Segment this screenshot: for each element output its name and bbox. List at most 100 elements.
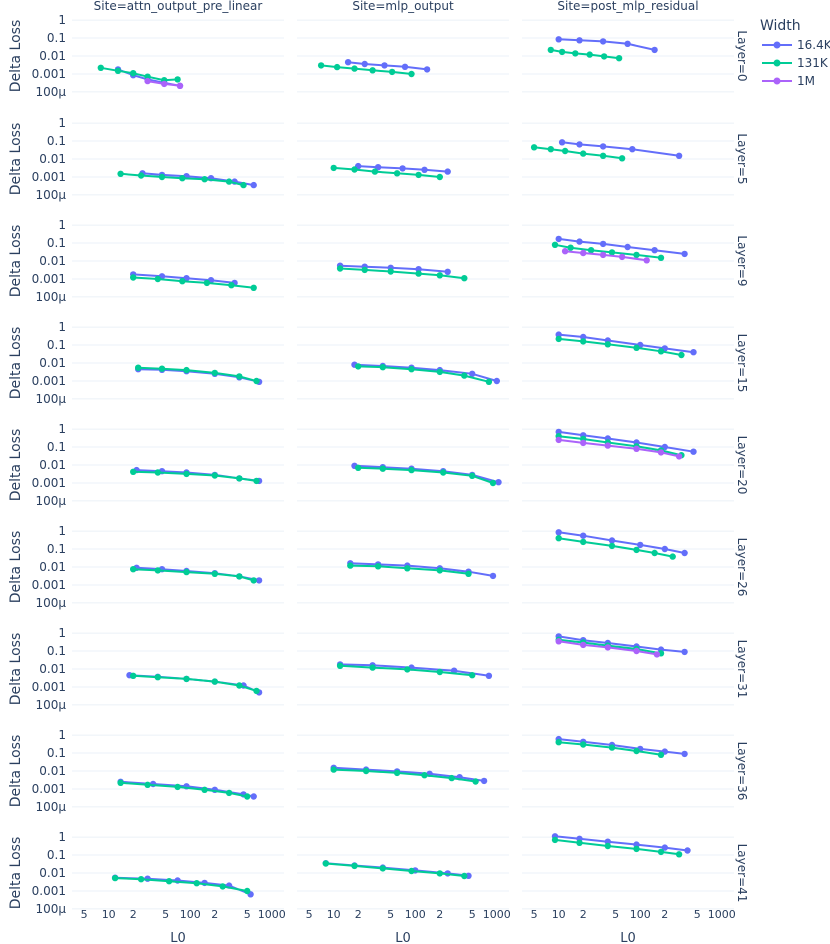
- y-tick-label: 0.001: [32, 272, 66, 286]
- y-tick-label: 1: [58, 626, 66, 640]
- y-tick-label: 0.01: [39, 49, 66, 63]
- y-axis-title: Delta Loss: [8, 123, 24, 196]
- y-tick-label: 0.01: [39, 560, 66, 574]
- data-point: [219, 883, 226, 890]
- y-axis-title: Delta Loss: [8, 327, 24, 400]
- y-tick-label: 1: [58, 13, 66, 27]
- data-point: [369, 664, 376, 671]
- y-tick-label: 0.001: [32, 476, 66, 490]
- data-point: [408, 466, 415, 474]
- data-point: [555, 535, 562, 542]
- data-point: [436, 567, 443, 574]
- data-point: [657, 449, 665, 456]
- data-point: [661, 844, 668, 851]
- row-header: Layer=5: [735, 133, 749, 184]
- x-tick-label: 2: [661, 908, 668, 921]
- x-tick-label: 5: [81, 908, 88, 921]
- data-point: [330, 164, 337, 172]
- y-tick-label: 100μ: [35, 188, 66, 202]
- data-point: [336, 662, 344, 669]
- y-tick-label: 0.1: [47, 236, 66, 250]
- data-point: [469, 672, 476, 679]
- data-point: [604, 842, 611, 850]
- y-axis-title: Delta Loss: [8, 20, 24, 93]
- legend-label[interactable]: 131K: [797, 56, 829, 70]
- series-line-131K: [333, 166, 440, 178]
- data-point: [130, 274, 137, 281]
- series-line-16.4K: [558, 38, 655, 51]
- data-point: [379, 465, 386, 472]
- data-point: [681, 250, 688, 258]
- data-point: [355, 464, 362, 471]
- legend-label[interactable]: 1M: [797, 74, 815, 88]
- data-point: [587, 247, 595, 254]
- data-point: [657, 848, 665, 856]
- data-point: [201, 786, 208, 793]
- y-tick-label: 0.1: [47, 338, 66, 352]
- y-tick-label: 1: [58, 320, 66, 334]
- data-point: [193, 880, 200, 887]
- series-line-16.4K: [558, 738, 685, 755]
- y-tick-label: 0.001: [32, 680, 66, 694]
- series-line-131K: [340, 267, 465, 280]
- data-point: [480, 777, 488, 785]
- data-point: [555, 335, 562, 343]
- data-point: [657, 348, 665, 355]
- data-point: [576, 839, 583, 846]
- data-point: [461, 872, 468, 880]
- data-point: [485, 378, 493, 385]
- x-tick-label: 100: [405, 908, 426, 921]
- series-line-131K: [325, 862, 465, 877]
- data-point: [681, 648, 688, 656]
- data-point: [678, 351, 685, 359]
- data-point: [469, 370, 476, 377]
- data-point: [629, 146, 636, 153]
- gridlines: [72, 19, 734, 910]
- data-point: [580, 532, 587, 539]
- series-line-16.4K: [354, 464, 499, 484]
- data-point: [179, 175, 186, 182]
- data-point: [203, 279, 211, 287]
- x-tick-label: 5: [162, 908, 169, 921]
- data-point: [404, 565, 411, 572]
- data-point: [144, 73, 151, 80]
- data-point: [461, 275, 468, 282]
- legend-marker: [773, 41, 781, 49]
- data-point: [211, 472, 218, 479]
- data-point: [135, 364, 142, 371]
- data-point: [117, 779, 124, 786]
- y-axis-title: Delta Loss: [8, 837, 24, 910]
- legend-label[interactable]: 16.4K: [797, 38, 830, 52]
- data-point: [174, 783, 181, 791]
- data-point: [362, 767, 370, 775]
- data-point: [408, 366, 415, 373]
- data-point: [684, 847, 691, 854]
- data-point: [551, 836, 559, 844]
- data-point: [399, 165, 406, 172]
- data-point: [236, 573, 243, 580]
- legend-marker: [773, 77, 781, 85]
- data-point: [144, 77, 151, 85]
- series-line-16.4K: [558, 430, 694, 453]
- legend-title: Width: [760, 18, 801, 34]
- series-line-131K: [558, 435, 682, 457]
- row-header: Layer=26: [735, 538, 749, 597]
- x-tick-label: 100: [180, 908, 201, 921]
- data-point: [330, 766, 337, 773]
- data-point: [351, 65, 358, 72]
- x-tick-label: 2: [130, 908, 137, 921]
- y-tick-label: 0.001: [32, 170, 66, 184]
- column-header: Site=post_mlp_residual: [557, 0, 698, 13]
- series-line-16.4K: [333, 766, 485, 782]
- data-point: [415, 171, 422, 179]
- y-tick-label: 0.01: [39, 254, 66, 268]
- y-tick-label: 0.1: [47, 746, 66, 760]
- data-point: [154, 674, 161, 681]
- x-tick-label: 5: [306, 908, 313, 921]
- y-tick-label: 100μ: [35, 596, 66, 610]
- data-point: [347, 562, 354, 569]
- series-line-131K: [358, 365, 490, 383]
- data-point: [336, 265, 344, 272]
- y-tick-label: 0.1: [47, 542, 66, 556]
- data-point: [586, 51, 593, 58]
